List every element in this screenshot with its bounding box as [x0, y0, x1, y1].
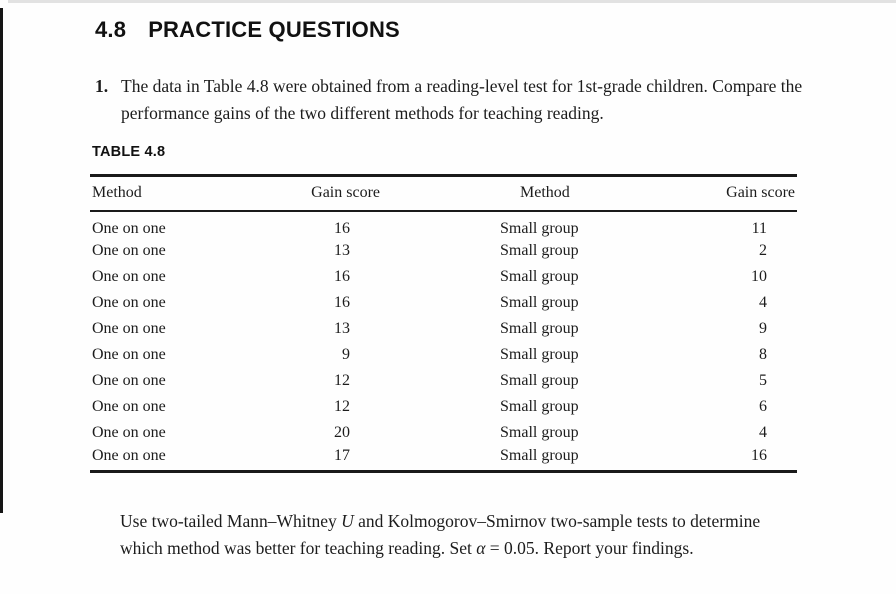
table-body: One on one 16 Small group 11 One on one 13 Sma… — [90, 211, 797, 472]
gain-score-cell-right: 5 — [759, 371, 767, 389]
method-cell-left: One on one — [92, 293, 166, 311]
method-cell-right: Small group — [500, 345, 579, 363]
instructions-text-1: Use two-tailed Mann–Whitney — [120, 511, 342, 531]
method-cell-left: One on one — [92, 241, 166, 259]
column-header-method-right: Method — [520, 184, 570, 202]
gain-score-cell-left: 20 — [334, 423, 350, 441]
gain-score-cell-right: 10 — [751, 267, 767, 285]
table-row: One on one 16 Small group 4 — [90, 290, 797, 316]
method-cell-left: One on one — [92, 423, 166, 441]
method-cell-left: One on one — [92, 345, 166, 363]
page-top-edge-line — [8, 0, 896, 3]
method-cell-left: One on one — [92, 319, 166, 337]
gain-score-cell-left: 9 — [342, 345, 350, 363]
table-header: Method Gain score Method Gain score — [90, 176, 797, 211]
question-1: 1. The data in Table 4.8 were obtained f… — [95, 73, 831, 127]
gain-score-cell-left: 16 — [334, 219, 350, 237]
gain-score-cell-right: 4 — [759, 293, 767, 311]
section-heading: 4.8 PRACTICE QUESTIONS — [95, 17, 400, 43]
table-row: One on one 12 Small group 5 — [90, 368, 797, 394]
table-header-row: Method Gain score Method Gain score — [90, 176, 797, 211]
table-row: One on one 13 Small group 9 — [90, 316, 797, 342]
column-header-method-left: Method — [92, 184, 142, 202]
mann-whitney-u-symbol: U — [341, 511, 354, 531]
column-header-gain-score-left: Gain score — [311, 184, 380, 202]
gain-score-cell-left: 12 — [334, 397, 350, 415]
method-cell-right: Small group — [500, 293, 579, 311]
method-cell-right: Small group — [500, 446, 579, 464]
gain-score-cell-left: 13 — [334, 241, 350, 259]
table-row: One on one 12 Small group 6 — [90, 394, 797, 420]
table-caption: TABLE 4.8 — [92, 144, 166, 160]
section-number: 4.8 — [95, 17, 127, 42]
instructions-paragraph: Use two-tailed Mann–Whitney U and Kolmog… — [120, 508, 800, 562]
gain-score-cell-right: 4 — [759, 423, 767, 441]
table-row: One on one 16 Small group 10 — [90, 264, 797, 290]
instructions-text-3: = 0.05. Report your findings. — [485, 538, 694, 558]
gain-score-cell-left: 16 — [334, 267, 350, 285]
table-row: One on one 9 Small group 8 — [90, 342, 797, 368]
table-row: One on one 17 Small group 16 — [90, 446, 797, 472]
gain-score-cell-right: 11 — [751, 219, 767, 237]
table-row: One on one 13 Small group 2 — [90, 238, 797, 264]
method-cell-left: One on one — [92, 219, 166, 237]
question-number: 1. — [95, 76, 109, 96]
gain-score-cell-left: 13 — [334, 319, 350, 337]
gain-score-table: Method Gain score Method Gain score One … — [90, 174, 797, 473]
instructions-text-2: and Kolmogorov–Smirnov two-sample tests … — [120, 511, 761, 558]
table-row: One on one 20 Small group 4 — [90, 420, 797, 446]
table-row: One on one 16 Small group 11 — [90, 211, 797, 238]
gain-score-cell-left: 17 — [334, 446, 350, 464]
method-cell-right: Small group — [500, 397, 579, 415]
method-cell-left: One on one — [92, 446, 166, 464]
alpha-symbol: α — [476, 538, 486, 558]
method-cell-right: Small group — [500, 219, 579, 237]
method-cell-left: One on one — [92, 397, 166, 415]
method-cell-right: Small group — [500, 371, 579, 389]
gain-score-cell-right: 6 — [759, 397, 767, 415]
gain-score-cell-left: 12 — [334, 371, 350, 389]
method-cell-right: Small group — [500, 241, 579, 259]
method-cell-left: One on one — [92, 371, 166, 389]
method-cell-right: Small group — [500, 267, 579, 285]
page-left-edge-line — [0, 8, 3, 513]
gain-score-cell-right: 9 — [759, 319, 767, 337]
method-cell-right: Small group — [500, 423, 579, 441]
question-text: The data in Table 4.8 were obtained from… — [121, 76, 803, 123]
gain-score-cell-left: 16 — [334, 293, 350, 311]
gain-score-cell-right: 2 — [759, 241, 767, 259]
section-title: PRACTICE QUESTIONS — [148, 17, 400, 42]
gain-score-cell-right: 16 — [751, 446, 767, 464]
method-cell-left: One on one — [92, 267, 166, 285]
method-cell-right: Small group — [500, 319, 579, 337]
gain-score-cell-right: 8 — [759, 345, 767, 363]
column-header-gain-score-right: Gain score — [726, 184, 795, 202]
